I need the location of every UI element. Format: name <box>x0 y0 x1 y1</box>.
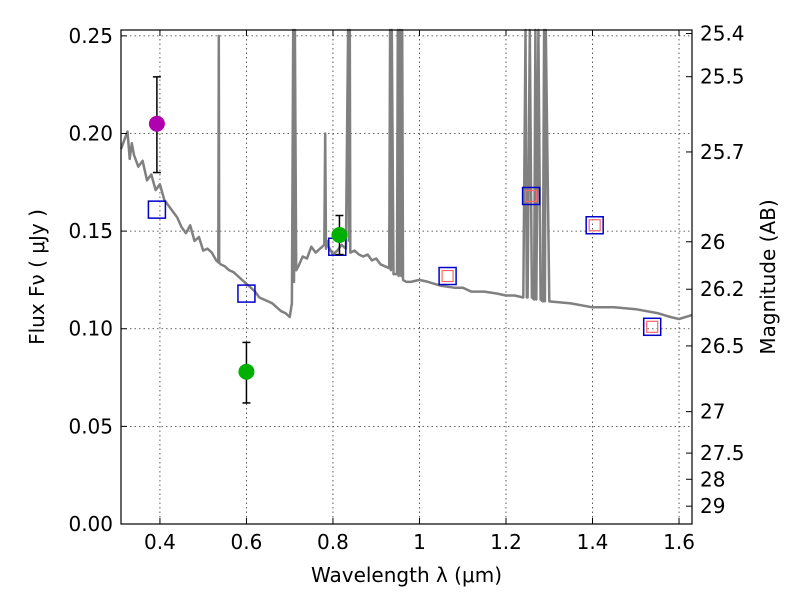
sed-model-line <box>119 28 693 321</box>
photometry-markers <box>147 76 662 404</box>
axis-ticks: 0.4 0.6 0.8 1 1.2 1.4 1.6 0.00 0.05 0.10 0.15 0.20 0… <box>68 22 744 554</box>
observed-square <box>524 189 538 203</box>
x-tick-label: 1.6 <box>663 530 695 554</box>
x-tick-label: 0.8 <box>317 530 349 554</box>
model-square <box>521 186 541 206</box>
observed-square <box>441 269 454 283</box>
plot-frame <box>120 29 693 525</box>
model-square <box>585 216 604 235</box>
right-tick-label: 25.4 <box>700 22 745 46</box>
x-axis-label: Wavelength λ (μm) <box>311 563 502 587</box>
right-tick-label: 25.5 <box>700 65 745 89</box>
x-tick-label: 0.4 <box>144 530 176 554</box>
observed-point <box>238 363 255 380</box>
right-tick-label: 27.5 <box>700 441 745 465</box>
observed-point <box>331 227 348 244</box>
right-tick-label: 26.2 <box>700 277 745 301</box>
y-tick-label: 0.05 <box>68 414 113 438</box>
right-axis-label: Magnitude (AB) <box>756 199 780 354</box>
y-tick-label: 0.20 <box>68 121 113 145</box>
model-square <box>147 200 167 219</box>
right-tick-label: 29 <box>700 494 725 518</box>
right-tick-label: 28 <box>700 467 725 491</box>
y-tick-label: 0.10 <box>68 317 113 341</box>
x-tick-label: 0.6 <box>231 530 263 554</box>
observed-square <box>646 320 659 333</box>
observed-point <box>148 115 165 132</box>
observed-square <box>588 219 601 232</box>
x-tick-label: 1.2 <box>490 530 522 554</box>
y-axis-label: Flux Fν ( μJy ) <box>25 209 49 345</box>
x-tick-label: 1.4 <box>577 530 609 554</box>
model-square <box>642 317 662 337</box>
sed-model-line-group <box>119 28 693 321</box>
model-square <box>237 284 256 303</box>
x-tick-label: 1 <box>413 530 426 554</box>
y-tick-label: 0.00 <box>68 512 113 536</box>
model-square <box>438 266 457 286</box>
y-tick-label: 0.15 <box>68 219 113 243</box>
right-tick-label: 26.5 <box>700 334 745 358</box>
right-tick-label: 27 <box>700 400 725 424</box>
right-tick-label: 25.7 <box>700 140 745 164</box>
right-tick-label: 26 <box>700 230 725 254</box>
y-tick-label: 0.25 <box>68 24 113 48</box>
